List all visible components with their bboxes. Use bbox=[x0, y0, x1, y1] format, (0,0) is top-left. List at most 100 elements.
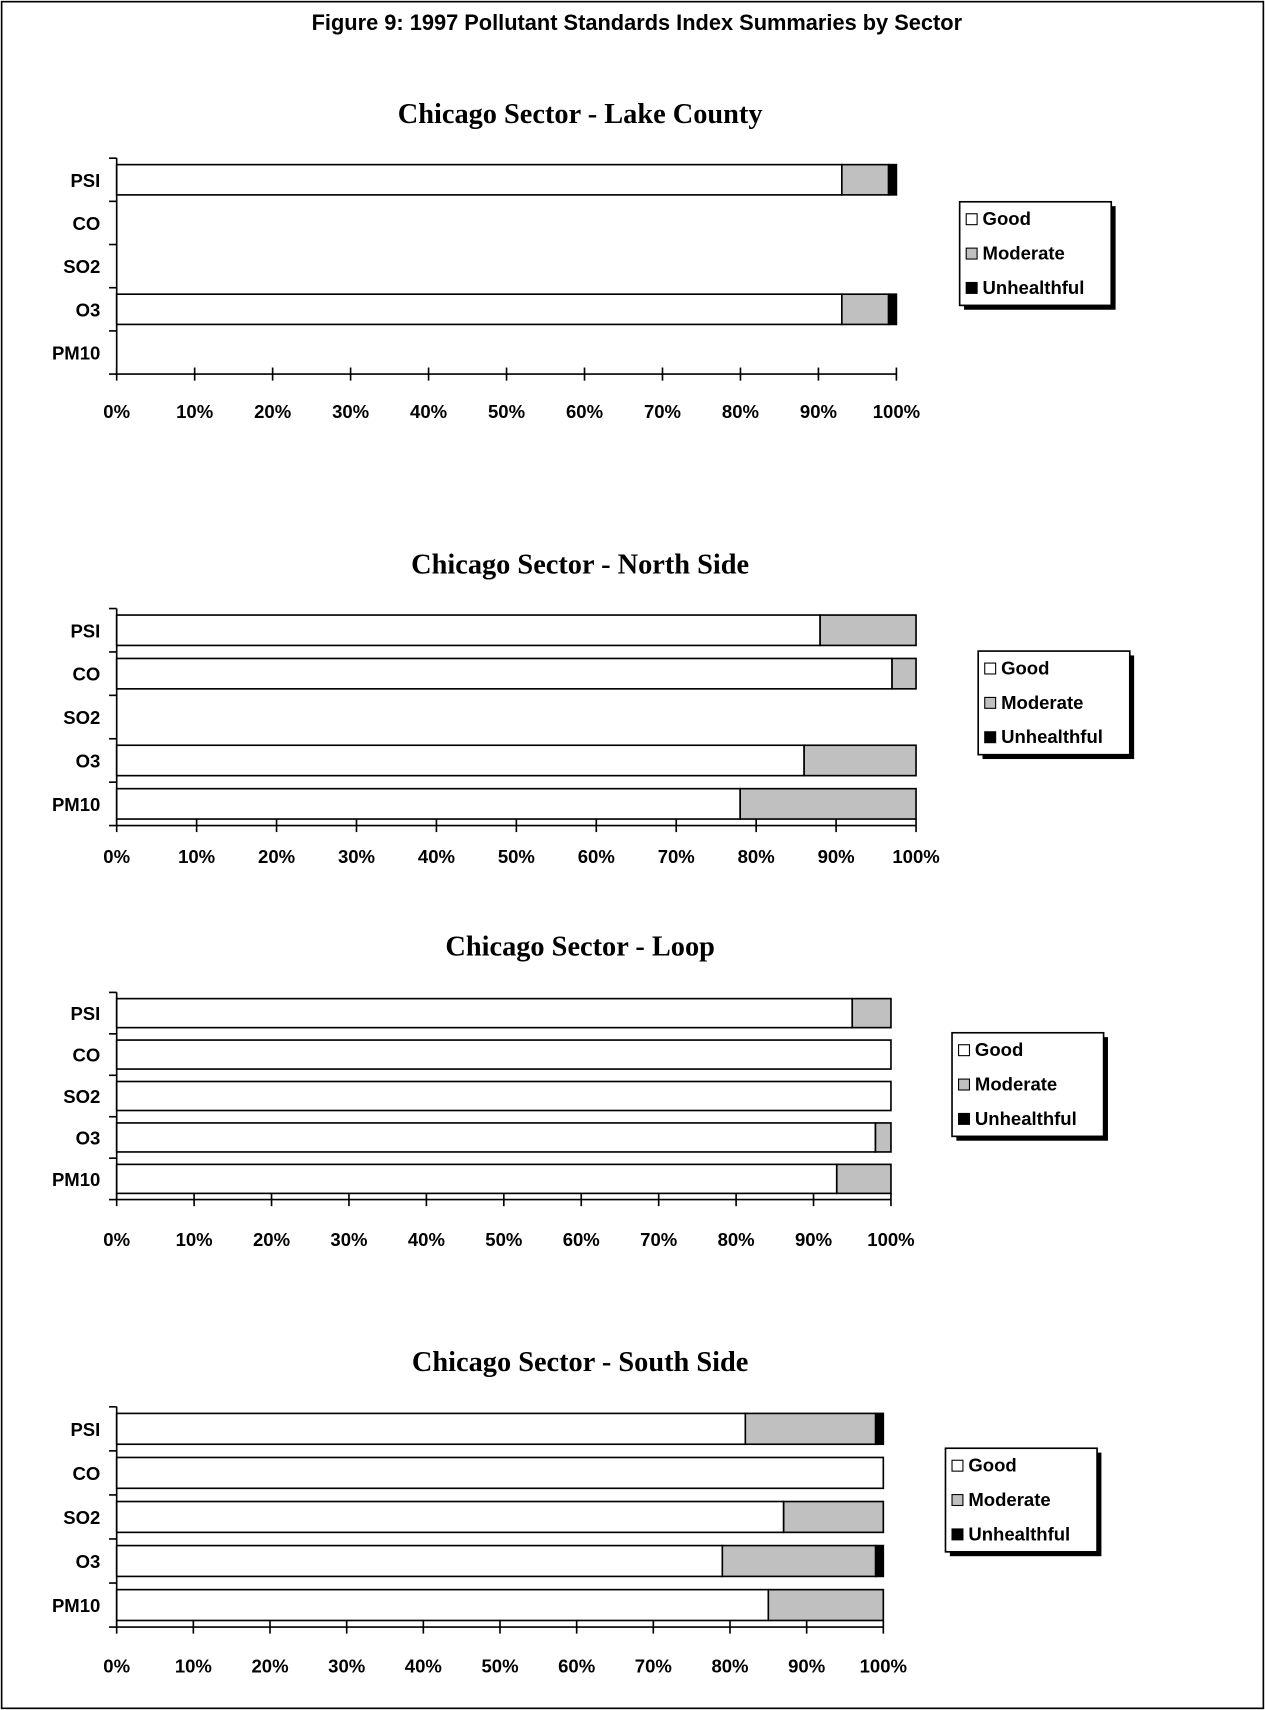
y-tick-label: SO2 bbox=[63, 256, 100, 277]
legend-label: Good bbox=[1001, 658, 1049, 679]
bar-segment bbox=[744, 1412, 877, 1446]
bar-segment bbox=[115, 1163, 838, 1195]
y-tick-label: PM10 bbox=[52, 1595, 100, 1616]
bar-segment bbox=[841, 293, 890, 326]
bar-segment bbox=[115, 1039, 892, 1070]
legend bbox=[944, 1447, 1098, 1553]
x-tick-label: 40% bbox=[405, 1655, 442, 1676]
y-tick-label: PM10 bbox=[52, 1169, 100, 1190]
legend-label: Unhealthful bbox=[1001, 726, 1103, 747]
legend-label: Good bbox=[983, 208, 1031, 229]
x-tick-label: 50% bbox=[498, 846, 535, 867]
x-tick-label: 30% bbox=[338, 846, 375, 867]
legend-label: Moderate bbox=[1001, 692, 1083, 713]
x-tick-label: 60% bbox=[566, 401, 603, 422]
y-tick-label: PSI bbox=[70, 170, 100, 191]
chart-title: Chicago Sector - North Side bbox=[411, 550, 749, 581]
legend-swatch bbox=[984, 731, 997, 744]
legend bbox=[951, 1031, 1105, 1138]
x-tick-label: 10% bbox=[178, 846, 215, 867]
y-tick-label: O3 bbox=[76, 751, 101, 772]
legend-swatch bbox=[951, 1494, 964, 1507]
y-tick-label: PM10 bbox=[52, 343, 100, 364]
x-tick-label: 90% bbox=[788, 1655, 825, 1676]
bar-segment bbox=[891, 657, 917, 690]
legend bbox=[958, 200, 1113, 307]
y-tick-label: O3 bbox=[76, 299, 101, 320]
bar-segment bbox=[851, 997, 892, 1029]
bar-segment bbox=[115, 1122, 877, 1153]
x-tick-label: 0% bbox=[103, 1655, 130, 1676]
x-tick-label: 60% bbox=[563, 1229, 600, 1250]
bar-segment bbox=[115, 1588, 770, 1622]
legend-label: Good bbox=[968, 1455, 1016, 1476]
y-tick-label: O3 bbox=[76, 1551, 101, 1572]
x-tick-label: 80% bbox=[711, 1655, 748, 1676]
legend-label: Moderate bbox=[975, 1074, 1057, 1095]
bar-segment bbox=[115, 1544, 724, 1578]
x-tick-label: 100% bbox=[867, 1229, 914, 1250]
bar-segment bbox=[115, 997, 854, 1029]
y-tick-label: PM10 bbox=[52, 794, 100, 815]
x-tick-label: 20% bbox=[258, 846, 295, 867]
bar-segment bbox=[887, 293, 898, 326]
y-tick-label: SO2 bbox=[63, 707, 100, 728]
x-tick-label: 30% bbox=[330, 1229, 367, 1250]
legend-swatch bbox=[965, 213, 978, 226]
x-tick-label: 70% bbox=[640, 1229, 677, 1250]
y-tick-label: PSI bbox=[70, 1419, 100, 1440]
y-tick-label: PSI bbox=[70, 1003, 100, 1024]
bar-segment bbox=[887, 163, 898, 196]
x-tick-label: 0% bbox=[103, 401, 130, 422]
bar-segment bbox=[874, 1122, 892, 1153]
chart-title: Chicago Sector - Lake County bbox=[398, 99, 763, 130]
x-tick-label: 90% bbox=[818, 846, 855, 867]
x-tick-label: 0% bbox=[103, 846, 130, 867]
y-tick-label: CO bbox=[73, 1463, 101, 1484]
legend-swatch bbox=[984, 696, 997, 709]
x-tick-label: 80% bbox=[738, 846, 775, 867]
x-tick-label: 100% bbox=[892, 846, 939, 867]
figure-title: Figure 9: 1997 Pollutant Standards Index… bbox=[312, 10, 963, 35]
x-tick-label: 20% bbox=[253, 1229, 290, 1250]
legend-swatch bbox=[958, 1112, 971, 1125]
x-tick-label: 90% bbox=[800, 401, 837, 422]
legend-label: Moderate bbox=[983, 243, 1065, 264]
legend-label: Unhealthful bbox=[975, 1108, 1077, 1129]
bar-segment bbox=[721, 1544, 877, 1578]
legend-swatch bbox=[984, 662, 997, 675]
bar-segment bbox=[835, 1163, 892, 1195]
legend-label: Moderate bbox=[968, 1489, 1050, 1510]
x-tick-label: 80% bbox=[718, 1229, 755, 1250]
x-tick-label: 100% bbox=[860, 1655, 907, 1676]
y-tick-label: SO2 bbox=[63, 1507, 100, 1528]
x-tick-label: 60% bbox=[558, 1655, 595, 1676]
bar-segment bbox=[115, 787, 741, 820]
x-tick-label: 70% bbox=[635, 1655, 672, 1676]
x-tick-label: 80% bbox=[722, 401, 759, 422]
bar-segment bbox=[115, 293, 843, 326]
x-tick-label: 30% bbox=[328, 1655, 365, 1676]
bar-segment bbox=[739, 787, 917, 820]
y-tick-label: O3 bbox=[76, 1128, 101, 1149]
legend-swatch bbox=[958, 1078, 971, 1091]
x-tick-label: 90% bbox=[795, 1229, 832, 1250]
bar-segment bbox=[782, 1500, 885, 1534]
x-tick-label: 50% bbox=[481, 1655, 518, 1676]
x-tick-label: 40% bbox=[408, 1229, 445, 1250]
bar-segment bbox=[115, 657, 893, 690]
bar-segment bbox=[115, 1500, 785, 1534]
bar-segment bbox=[819, 614, 917, 647]
legend-swatch bbox=[958, 1044, 971, 1057]
x-tick-label: 100% bbox=[873, 401, 920, 422]
y-tick-label: SO2 bbox=[63, 1086, 100, 1107]
bar-segment bbox=[115, 163, 843, 196]
x-tick-label: 0% bbox=[103, 1229, 130, 1250]
y-tick-label: CO bbox=[73, 664, 101, 685]
legend-label: Good bbox=[975, 1039, 1023, 1060]
x-tick-label: 10% bbox=[175, 1655, 212, 1676]
x-tick-label: 50% bbox=[485, 1229, 522, 1250]
x-tick-label: 60% bbox=[578, 846, 615, 867]
bar-segment bbox=[115, 1080, 892, 1112]
